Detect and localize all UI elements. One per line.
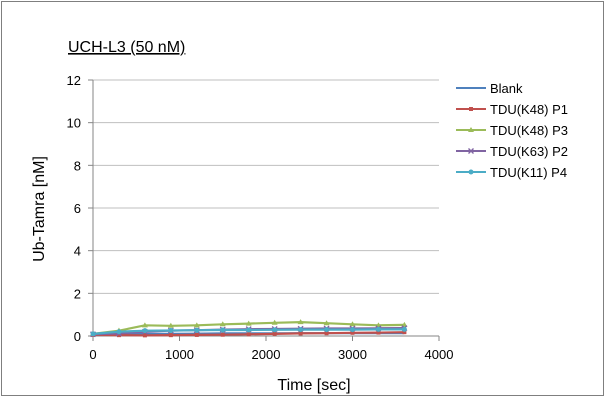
legend-marker: [469, 107, 473, 111]
y-tick-label: 4: [74, 244, 81, 259]
chart-title: UCH-L3 (50 nM): [68, 39, 185, 56]
legend-marker: [468, 148, 474, 154]
data-point: [194, 327, 200, 333]
legend-label: TDU(K11) P4: [490, 165, 567, 180]
data-point: [272, 327, 278, 333]
series-5: [90, 326, 407, 337]
data-point: [116, 329, 122, 335]
tick-labels: 0 2 4 6 8 10 12 0 1000 2000 3000 4000: [67, 73, 454, 362]
data-point: [116, 333, 121, 338]
legend-item: TDU(K63) P2: [456, 144, 568, 159]
legend-label: TDU(K63) P2: [490, 144, 568, 159]
data-point: [142, 333, 147, 338]
data-point: [402, 330, 407, 335]
data-point: [271, 319, 278, 325]
y-tick-label: 2: [74, 286, 81, 301]
y-tick-label: 0: [74, 329, 81, 344]
data-point: [298, 331, 303, 336]
data-point: [350, 330, 355, 335]
data-point: [272, 331, 277, 336]
legend-item: Blank: [456, 81, 523, 96]
data-point: [220, 332, 225, 337]
data-point: [220, 327, 226, 333]
data-point: [194, 332, 199, 337]
data-point: [193, 322, 200, 328]
data-point: [167, 322, 174, 328]
data-point: [324, 327, 330, 333]
legend-marker: [468, 127, 474, 132]
data-point: [168, 327, 174, 333]
axes: [88, 79, 440, 341]
legend: Blank TDU(K48) P1 TDU(K48) P3 TDU(K63) P2 TD…: [456, 81, 568, 180]
data-point: [246, 332, 251, 337]
data-point: [142, 328, 148, 334]
data-point: [246, 327, 252, 333]
legend-label: Blank: [490, 81, 523, 96]
y-axis-title: Ub-Tamra [nM]: [31, 156, 48, 262]
data-point: [323, 320, 330, 326]
data-point: [168, 333, 173, 338]
legend-marker: [468, 169, 474, 175]
x-tick-label: 1000: [165, 347, 194, 362]
data-point: [219, 321, 226, 327]
data-point: [401, 326, 407, 332]
legend-item: TDU(K11) P4: [456, 165, 567, 180]
legend-label: TDU(K48) P1: [490, 102, 568, 117]
legend-label: TDU(K48) P3: [490, 123, 568, 138]
data-point: [376, 330, 381, 335]
x-tick-label: 0: [89, 347, 96, 362]
x-axis-title: Time [sec]: [277, 377, 350, 394]
legend-item: TDU(K48) P1: [456, 102, 568, 117]
y-tick-label: 12: [67, 73, 81, 88]
series-2: [91, 330, 407, 338]
x-tick-label: 2000: [252, 347, 281, 362]
data-point: [349, 321, 356, 327]
gridlines: [93, 79, 439, 294]
legend-item: TDU(K48) P3: [456, 123, 568, 138]
data-point: [141, 322, 148, 328]
y-tick-label: 8: [74, 158, 81, 173]
data-point: [324, 331, 329, 336]
data-point: [298, 327, 304, 333]
series-layer: [90, 319, 408, 338]
y-tick-label: 10: [67, 116, 81, 131]
data-point: [90, 331, 96, 337]
x-tick-label: 3000: [338, 347, 367, 362]
data-point: [245, 320, 252, 326]
data-point: [375, 326, 381, 332]
data-point: [350, 327, 355, 333]
data-point: [297, 319, 304, 325]
x-tick-label: 4000: [425, 347, 454, 362]
y-tick-label: 6: [74, 201, 81, 216]
